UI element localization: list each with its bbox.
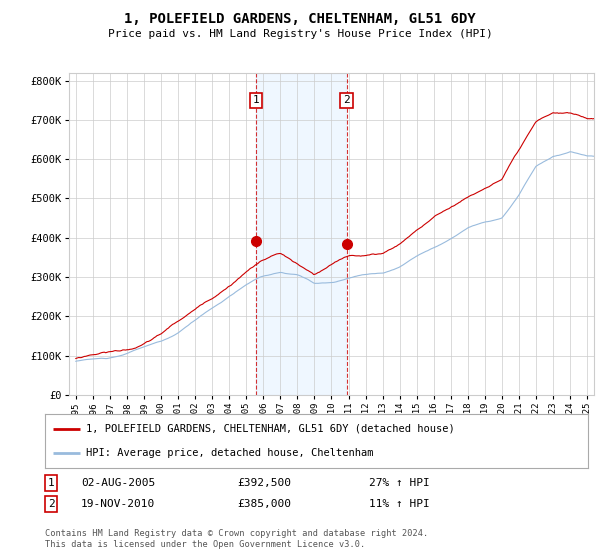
Text: 27% ↑ HPI: 27% ↑ HPI <box>369 478 430 488</box>
Text: HPI: Average price, detached house, Cheltenham: HPI: Average price, detached house, Chel… <box>86 448 373 458</box>
Bar <box>256 73 346 395</box>
Text: 1, POLEFIELD GARDENS, CHELTENHAM, GL51 6DY (detached house): 1, POLEFIELD GARDENS, CHELTENHAM, GL51 6… <box>86 424 454 434</box>
Text: Contains HM Land Registry data © Crown copyright and database right 2024.
This d: Contains HM Land Registry data © Crown c… <box>45 529 428 549</box>
Text: 1: 1 <box>253 95 260 105</box>
Text: 2: 2 <box>343 95 350 105</box>
Text: Price paid vs. HM Land Registry's House Price Index (HPI): Price paid vs. HM Land Registry's House … <box>107 29 493 39</box>
Text: 1, POLEFIELD GARDENS, CHELTENHAM, GL51 6DY: 1, POLEFIELD GARDENS, CHELTENHAM, GL51 6… <box>124 12 476 26</box>
Text: 11% ↑ HPI: 11% ↑ HPI <box>369 499 430 509</box>
Text: £392,500: £392,500 <box>237 478 291 488</box>
Text: £385,000: £385,000 <box>237 499 291 509</box>
Text: 02-AUG-2005: 02-AUG-2005 <box>81 478 155 488</box>
Text: 19-NOV-2010: 19-NOV-2010 <box>81 499 155 509</box>
Text: 2: 2 <box>47 499 55 509</box>
Text: 1: 1 <box>47 478 55 488</box>
